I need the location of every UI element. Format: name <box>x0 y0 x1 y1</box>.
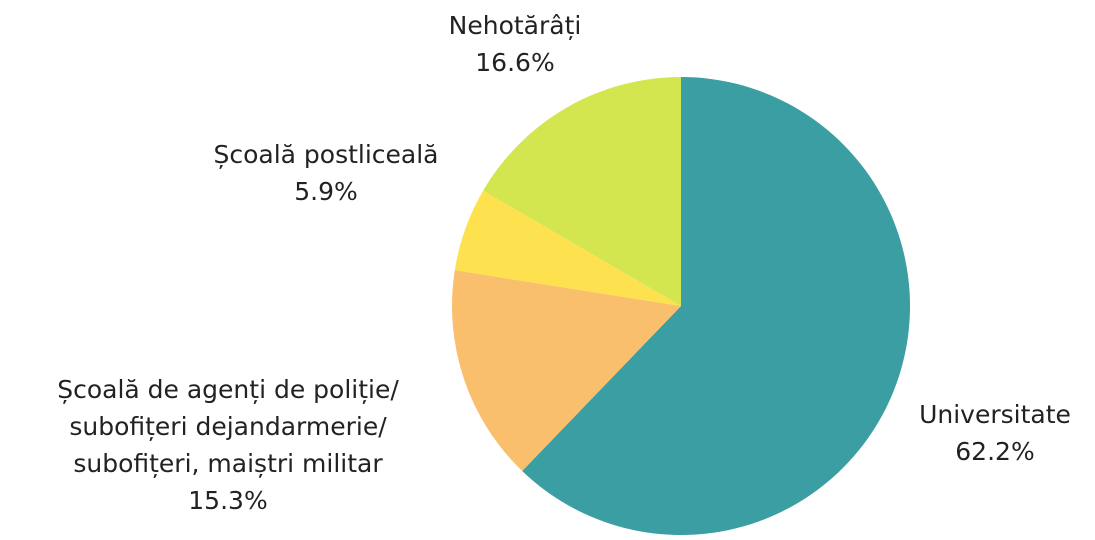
category-label: Universitate <box>919 400 1071 429</box>
category-label: Școală de agenți de poliție/subofițeri d… <box>57 375 399 478</box>
pie-slice <box>483 77 681 306</box>
value-label: 15.3% <box>188 486 267 515</box>
pie-slice <box>452 270 681 471</box>
category-label: Nehotărâți <box>449 11 582 40</box>
value-label: 16.6% <box>475 48 554 77</box>
category-label: Școală postliceală <box>213 140 438 169</box>
value-label: 62.2% <box>955 437 1034 466</box>
pie-slice <box>454 190 681 306</box>
value-label: 5.9% <box>294 177 358 206</box>
pie-slice <box>522 77 910 535</box>
